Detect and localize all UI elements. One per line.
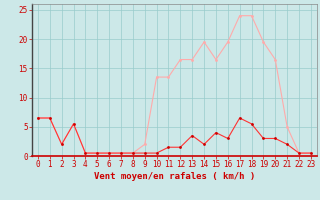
Point — [95, 151, 100, 155]
Point — [47, 116, 52, 120]
Point — [213, 131, 219, 134]
Point — [190, 58, 195, 61]
Point — [95, 151, 100, 155]
Point — [130, 151, 135, 155]
Point — [249, 14, 254, 17]
Point — [118, 151, 124, 155]
Point — [154, 151, 159, 155]
Point — [202, 40, 207, 44]
Point — [107, 151, 112, 155]
Point — [249, 122, 254, 125]
Point — [142, 143, 147, 146]
Point — [83, 151, 88, 155]
Point — [178, 146, 183, 149]
Point — [36, 116, 41, 120]
X-axis label: Vent moyen/en rafales ( km/h ): Vent moyen/en rafales ( km/h ) — [94, 172, 255, 181]
Point — [107, 151, 112, 155]
Point — [237, 116, 242, 120]
Point — [71, 122, 76, 125]
Point — [202, 143, 207, 146]
Point — [213, 58, 219, 61]
Point — [83, 151, 88, 155]
Point — [36, 116, 41, 120]
Point — [296, 151, 301, 155]
Point — [273, 137, 278, 140]
Point — [261, 137, 266, 140]
Point — [273, 58, 278, 61]
Point — [237, 14, 242, 17]
Point — [296, 151, 301, 155]
Point — [261, 40, 266, 44]
Point — [47, 116, 52, 120]
Point — [225, 137, 230, 140]
Point — [59, 143, 64, 146]
Point — [178, 58, 183, 61]
Point — [284, 143, 290, 146]
Point — [284, 125, 290, 128]
Point — [130, 151, 135, 155]
Point — [166, 146, 171, 149]
Point — [166, 75, 171, 79]
Point — [225, 40, 230, 44]
Point — [71, 122, 76, 125]
Point — [308, 151, 313, 155]
Point — [190, 134, 195, 137]
Point — [59, 143, 64, 146]
Point — [308, 151, 313, 155]
Point — [118, 151, 124, 155]
Point — [154, 75, 159, 79]
Point — [142, 151, 147, 155]
